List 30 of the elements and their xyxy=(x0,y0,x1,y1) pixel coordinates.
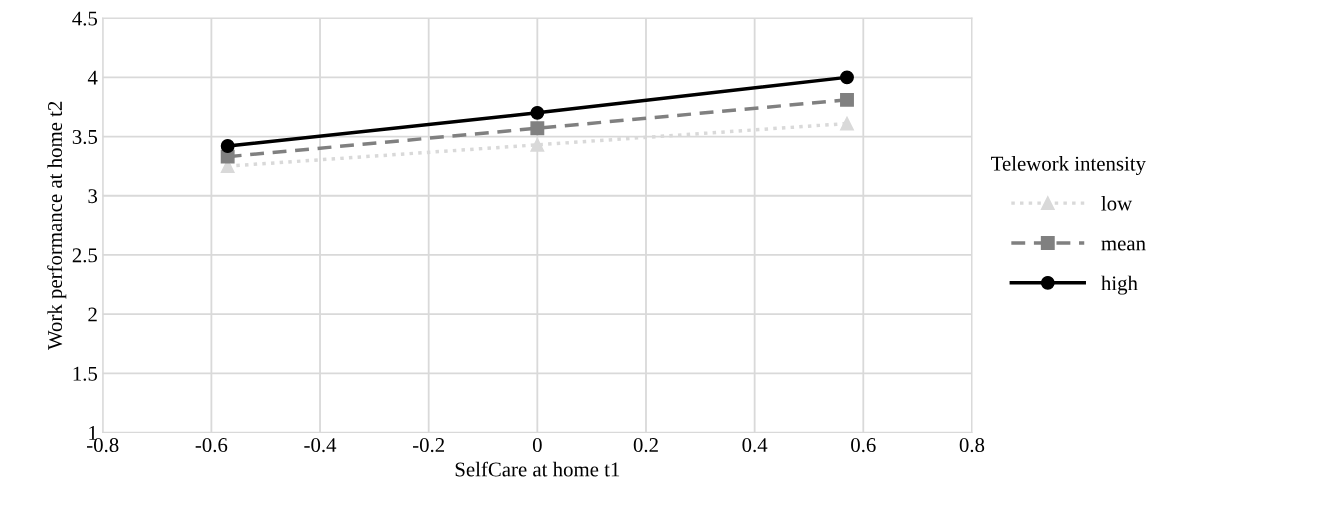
y-tick-label: 2.5 xyxy=(72,248,98,263)
point xyxy=(220,139,235,153)
x-tick-label: 0.2 xyxy=(633,437,658,453)
legend-label: high xyxy=(1101,275,1138,295)
x-tick-label: -0.6 xyxy=(195,437,228,453)
x-axis-title: SelfCare at home t1 xyxy=(455,461,620,477)
point xyxy=(530,137,545,152)
legend-title: Telework intensity xyxy=(991,156,1146,175)
y-tick-label: 2 xyxy=(88,307,97,322)
y-tick-label: 1 xyxy=(89,426,97,440)
legend-label: mean xyxy=(1101,240,1146,251)
y-tick-label: 1.5 xyxy=(73,366,98,381)
y-tick-label: 3 xyxy=(88,189,98,204)
x-tick-label: 0.4 xyxy=(742,437,768,453)
point xyxy=(840,92,854,107)
legend-label: low xyxy=(1101,195,1133,211)
point xyxy=(530,105,545,120)
point xyxy=(840,70,854,85)
x-tick-label: 0 xyxy=(532,437,542,453)
x-tick-label: -0.8 xyxy=(87,437,119,453)
point xyxy=(840,116,854,131)
y-tick-label: 4 xyxy=(87,70,98,85)
x-tick-label: -0.2 xyxy=(412,437,445,453)
x-tick-label: -0.4 xyxy=(304,437,337,453)
y-tick-label: 4.5 xyxy=(72,11,98,26)
y-axis-title: Work performance at home t2 xyxy=(47,101,67,350)
x-tick-label: 0.6 xyxy=(851,437,876,453)
y-tick-label: 3.5 xyxy=(72,129,98,145)
point xyxy=(530,121,545,136)
x-tick-label: 0.8 xyxy=(959,437,985,453)
